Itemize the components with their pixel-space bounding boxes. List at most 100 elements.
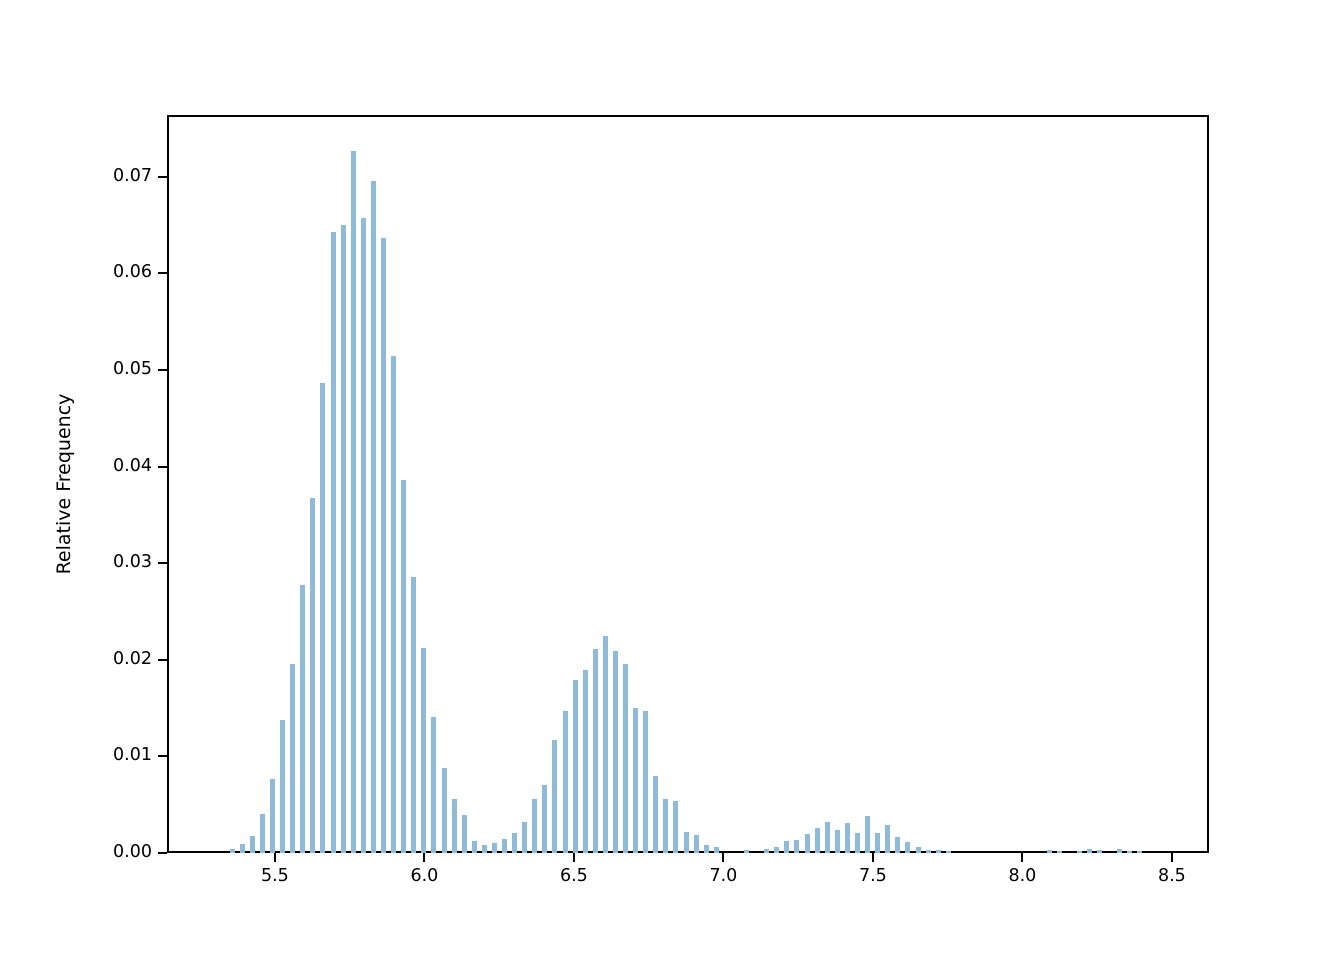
histogram-bar — [259, 814, 265, 853]
histogram-bar — [431, 716, 437, 853]
histogram-bar — [875, 832, 881, 853]
x-tick-mark — [871, 853, 874, 862]
histogram-bar — [522, 822, 528, 853]
histogram-bar — [814, 827, 820, 853]
histogram-bar — [502, 838, 507, 853]
histogram-bar — [794, 839, 800, 853]
y-axis-label: Relative Frequency — [53, 393, 75, 575]
x-tick-mark — [423, 853, 426, 862]
y-tick-mark — [158, 562, 167, 565]
x-tick-mark — [273, 853, 276, 862]
histogram-bar — [451, 798, 457, 853]
histogram-bar — [542, 785, 548, 853]
histogram-bar — [391, 355, 396, 853]
x-tick-label: 8.0 — [1008, 866, 1037, 886]
y-tick-mark — [158, 755, 167, 758]
histogram-bar — [643, 711, 649, 853]
x-tick-label: 7.5 — [858, 866, 887, 886]
histogram-bar — [895, 836, 901, 853]
y-tick-mark — [158, 369, 167, 371]
histogram-bar — [461, 815, 467, 853]
histogram-bar — [1127, 851, 1133, 853]
histogram-bar — [774, 847, 780, 853]
y-tick-mark — [158, 852, 167, 854]
y-tick-label: 0.05 — [113, 359, 152, 379]
histogram-bar — [471, 841, 477, 853]
y-tick-mark — [158, 658, 167, 661]
histogram-bar — [350, 150, 356, 853]
histogram-bar — [1056, 851, 1062, 853]
histogram-bar — [633, 708, 639, 853]
histogram-bar — [945, 851, 951, 853]
histogram-bar — [290, 663, 296, 853]
y-tick-mark — [158, 272, 167, 275]
histogram-bar — [1097, 850, 1102, 853]
histogram-bar — [421, 648, 427, 853]
y-tick-label: 0.07 — [113, 165, 152, 186]
histogram-bar — [330, 231, 336, 853]
y-tick-label: 0.02 — [113, 648, 152, 669]
histogram-bar — [673, 800, 679, 853]
histogram-bar — [784, 841, 790, 853]
histogram-bar — [683, 831, 689, 853]
histogram-bar — [925, 850, 931, 853]
histogram-bar — [239, 844, 245, 853]
histogram-bar — [582, 670, 588, 853]
histogram-bar — [300, 585, 306, 853]
histogram-bar — [370, 180, 376, 853]
histogram-bar — [653, 775, 659, 853]
histogram-bar — [1117, 849, 1123, 853]
x-tick-label: 7.0 — [709, 866, 738, 886]
histogram-bar — [1076, 851, 1082, 853]
histogram-bar — [855, 832, 860, 853]
y-tick-label: 0.04 — [113, 455, 152, 476]
histogram-bar — [532, 798, 538, 853]
histogram-bar — [411, 576, 417, 853]
histogram-bar — [935, 850, 941, 853]
histogram-bar — [249, 835, 255, 853]
histogram-bar — [572, 680, 578, 853]
histogram-bar — [824, 822, 830, 853]
histogram-bar — [320, 382, 326, 853]
histogram-bar — [1137, 851, 1143, 853]
x-tick-mark — [1021, 853, 1024, 862]
histogram-bar — [401, 480, 407, 853]
x-tick-label: 8.5 — [1157, 866, 1186, 886]
histogram-bar — [623, 663, 628, 853]
x-tick-label: 6.0 — [410, 866, 439, 886]
histogram-bar — [280, 719, 286, 853]
histogram-bar — [381, 237, 386, 853]
histogram-bar — [834, 829, 840, 853]
y-tick-mark — [158, 465, 167, 468]
y-tick-mark — [158, 175, 167, 178]
y-tick-label: 0.06 — [113, 262, 152, 283]
histogram-bar — [552, 740, 558, 853]
histogram-bar — [310, 497, 316, 853]
x-tick-label: 6.5 — [559, 866, 588, 886]
y-tick-label: 0.01 — [113, 745, 152, 766]
x-tick-mark — [722, 853, 725, 862]
histogram-bar — [592, 649, 598, 853]
histogram-bar — [229, 849, 235, 853]
histogram-bar — [693, 834, 699, 853]
x-tick-mark — [572, 853, 575, 862]
y-tick-label: 0.00 — [113, 842, 152, 862]
x-tick-label: 5.5 — [260, 866, 289, 886]
x-tick-mark — [1170, 853, 1173, 862]
histogram-bar — [915, 847, 921, 853]
histogram-bar — [804, 833, 810, 853]
histogram-bar — [270, 778, 275, 853]
histogram-bar — [441, 768, 447, 853]
histogram-bar — [764, 849, 770, 853]
histogram-bar — [744, 850, 749, 853]
histogram-bar — [905, 842, 911, 853]
histogram-bar — [602, 635, 608, 853]
histogram-bar — [713, 847, 719, 853]
histogram-bar — [481, 845, 487, 853]
histogram-bar — [885, 825, 891, 853]
histogram-bar — [491, 843, 497, 853]
histogram-bar — [663, 798, 669, 853]
histogram-bar — [844, 823, 850, 853]
histogram-bar — [340, 225, 346, 853]
